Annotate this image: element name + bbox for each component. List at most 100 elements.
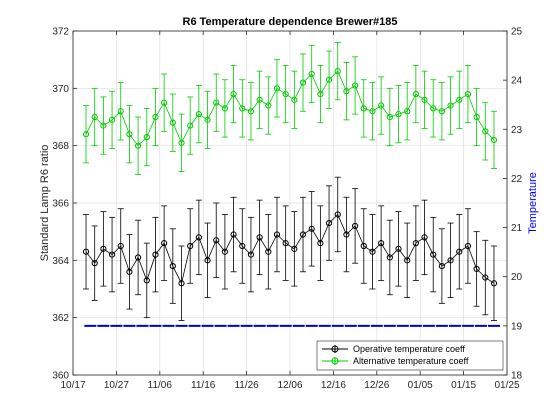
legend-marker-operative [331, 345, 339, 353]
y-right-tick-label: 20 [511, 272, 523, 283]
x-tick-label: 01/05 [408, 380, 433, 391]
data-point [187, 122, 194, 129]
x-tick-label: 12/26 [364, 380, 389, 391]
data-point [273, 85, 281, 92]
data-point [308, 225, 315, 232]
data-point [473, 265, 480, 273]
legend-box [316, 340, 504, 371]
x-axis: 10/17 10/27 11/06 11/16 11/26 12/06 12/16 12/26… [60, 31, 520, 391]
data-point [456, 96, 463, 103]
y-right-tick-label: 23 [511, 125, 523, 136]
y-axis-right-label: Temperature [527, 172, 539, 234]
data-point [265, 102, 272, 109]
data-point [135, 254, 142, 261]
data-point [334, 211, 341, 218]
data-point [152, 251, 159, 258]
y-right-tick-label: 25 [511, 27, 523, 38]
data-point [91, 260, 98, 267]
data-point [482, 128, 489, 135]
data-point [126, 131, 133, 138]
data-point [325, 76, 333, 83]
data-point [369, 248, 376, 255]
data-point [343, 88, 350, 95]
data-point [438, 262, 445, 270]
data-point [221, 248, 228, 255]
y-left-tick-label: 360 [52, 371, 69, 382]
series-line [85, 213, 495, 285]
data-point [161, 99, 168, 106]
data-point [256, 96, 263, 103]
data-point [473, 113, 480, 121]
data-point [187, 242, 194, 250]
data-point [91, 113, 98, 121]
data-point [325, 219, 333, 227]
data-point [126, 268, 133, 275]
data-point [395, 245, 402, 252]
data-point [230, 90, 237, 98]
data-point [117, 242, 124, 250]
data-point [100, 245, 107, 252]
data-point [247, 108, 255, 115]
x-tick-label: 10/27 [104, 380, 129, 391]
y-left-tick-label: 362 [52, 313, 69, 324]
x-tick-label: 01/25 [494, 380, 519, 391]
data-point [143, 277, 150, 284]
series-0 [82, 176, 498, 321]
series-layer [82, 42, 500, 327]
y-axis-right: 18 19 20 21 22 23 24 25 [503, 27, 523, 382]
data-point [490, 136, 498, 144]
chart-title: R6 Temperature dependence Brewer#185 [183, 16, 398, 28]
data-point [256, 234, 263, 241]
data-point [108, 116, 116, 123]
data-point [456, 248, 463, 255]
data-point [378, 102, 385, 109]
y-left-tick-label: 370 [52, 84, 69, 95]
x-tick-label: 11/16 [191, 380, 216, 391]
data-point [213, 237, 220, 244]
data-point [239, 105, 246, 112]
data-point [299, 79, 307, 86]
data-point [204, 116, 211, 123]
y-left-tick-label: 366 [52, 199, 69, 210]
data-point [421, 234, 428, 241]
y-axis-left: 360 362 364 366 368 370 372 [52, 27, 77, 382]
data-point [412, 90, 419, 98]
data-point [369, 108, 376, 115]
data-point [178, 139, 185, 146]
data-point [317, 240, 324, 247]
data-point [395, 111, 402, 118]
data-point [438, 108, 445, 115]
data-point [195, 234, 202, 241]
data-point [386, 113, 393, 121]
data-point [360, 105, 367, 112]
data-point [195, 111, 202, 118]
data-point [404, 257, 411, 264]
data-point [430, 251, 437, 258]
data-point [82, 131, 90, 138]
data-point [343, 231, 350, 238]
x-tick-label: 11/06 [148, 380, 173, 391]
data-point [352, 222, 359, 230]
x-tick-label: 12/06 [277, 380, 302, 391]
data-point [386, 254, 393, 261]
data-point [169, 262, 176, 270]
data-point [265, 248, 272, 255]
data-point [490, 280, 498, 287]
data-point [100, 122, 107, 129]
data-point [117, 108, 124, 115]
x-tick-label: 11/26 [234, 380, 259, 391]
y-left-tick-label: 364 [52, 256, 69, 267]
data-point [213, 99, 220, 106]
y-right-tick-label: 18 [511, 371, 523, 382]
data-point [360, 242, 367, 250]
series-line [85, 70, 495, 147]
data-point [352, 82, 359, 89]
data-point [135, 142, 142, 149]
data-point [282, 90, 289, 98]
data-point [204, 257, 211, 264]
y-left-tick-label: 368 [52, 141, 69, 152]
legend-marker-alternative [331, 357, 339, 365]
x-tick-label: 10/17 [60, 380, 85, 391]
